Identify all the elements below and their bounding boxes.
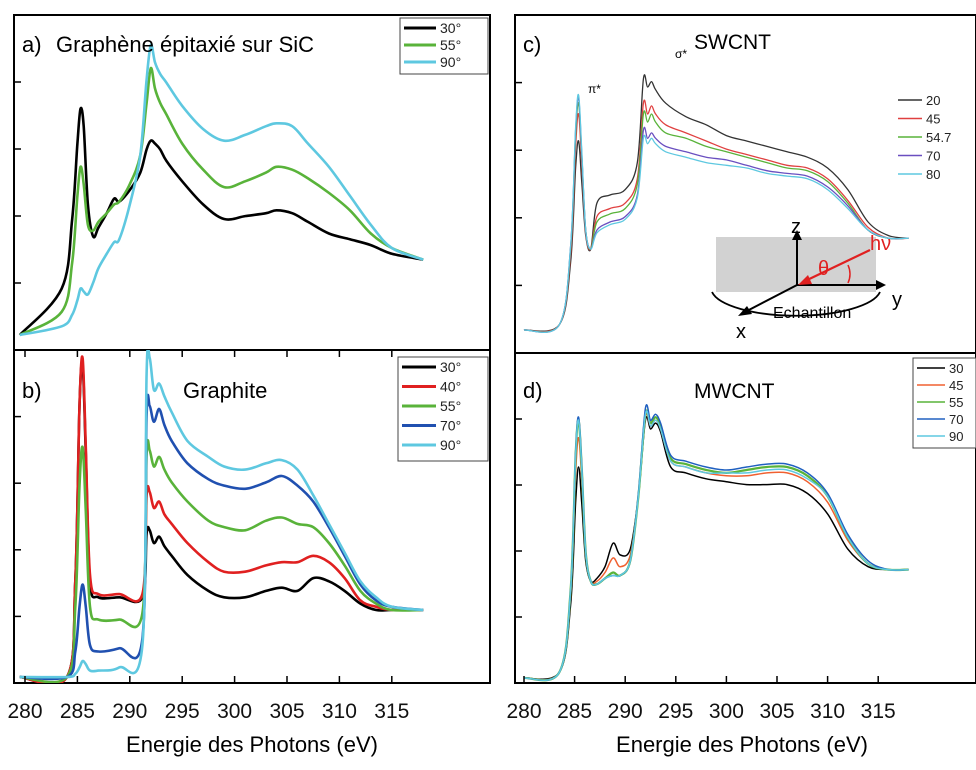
panel-c-series [524,75,909,333]
series-line-b-3 [20,395,423,679]
x-tick-label: 280 [7,700,42,723]
panel-d-series [524,405,909,680]
panel-c-label: c) [523,32,541,57]
x-tick-label: 300 [709,700,744,723]
legend-label: 45 [949,378,963,393]
legend-label: 30° [440,20,461,36]
inset-theta-label: θ [818,258,829,280]
geometry-inset: z y x θ hν Echantillon [712,216,902,343]
legend-label: 70 [926,149,940,164]
legend-d: 30 45 55 70 90 [913,358,976,448]
panel-c-frame [515,15,976,353]
x-tick-label: 285 [60,700,95,723]
series-line-c-0 [524,75,909,331]
panel-d-title: MWCNT [694,380,775,403]
legend-label: 80 [926,167,940,182]
sigma-star-label: σ* [675,47,687,61]
inset-y-label: y [892,289,902,311]
inset-x-label: x [736,321,746,343]
series-line-b-1 [20,357,423,685]
legend-label: 90° [440,437,461,453]
panel-a-label: a) [22,32,42,57]
x-tick-label: 305 [759,700,794,723]
x-tick-label: 290 [112,700,147,723]
x-tick-label: 280 [506,700,541,723]
legend-label: 70° [440,418,461,434]
x-tick-label: 285 [557,700,592,723]
legend-label: 20 [926,93,940,108]
legend-label: 70 [949,412,963,427]
plot-layer: 30°55°90°30°40°55°70°90°204554.770803045… [14,18,976,684]
legend-label: 40° [440,379,461,395]
x-tick-label: 315 [374,700,409,723]
x-tick-label: 300 [217,700,252,723]
legend-c: 20 45 54.7 70 80 [898,93,951,182]
legend-label: 90° [440,54,461,70]
x-tick-label: 310 [322,700,357,723]
inset-z-label: z [791,216,801,238]
legend-label: 55 [949,395,963,410]
x-tick-label: 290 [608,700,643,723]
x-tick-label: 295 [165,700,200,723]
legend-label: 30 [949,361,963,376]
legend-label: 30° [440,359,461,375]
panel-a-series [20,45,423,335]
x-axis-label-right: Energie des Photons (eV) [616,732,868,757]
series-line-b-2 [20,440,423,682]
legend-label: 55° [440,37,461,53]
legend-box [913,358,976,448]
x-tick-label: 315 [861,700,896,723]
x-axis-label-left: Energie des Photons (eV) [126,732,378,757]
panel-b-label: b) [22,378,42,403]
pi-star-label: π* [588,82,601,96]
panel-b-title: Graphite [183,378,267,403]
legend-label: 45 [926,112,940,127]
x-tick-label: 305 [269,700,304,723]
x-arrowhead [738,306,752,316]
y-arrowhead [876,280,886,290]
legend-label: 54.7 [926,130,951,145]
panel-a-title: Graphène épitaxié sur SiC [56,32,314,57]
series-line-a-2 [20,45,423,335]
series-line-a-0 [20,108,423,335]
x-tick-label: 295 [658,700,693,723]
panel-d-label: d) [523,378,543,403]
legend-label: 90 [949,429,963,444]
inset-hv-label: hν [870,233,891,255]
inset-sample-label: Echantillon [773,305,851,322]
x-tick-label: 310 [810,700,845,723]
panel-c-title: SWCNT [694,31,771,54]
legend-a: 30°55°90° [400,18,488,74]
legend-b: 30° 40° 55° 70° 90° [398,357,488,461]
legend-label: 55° [440,398,461,414]
